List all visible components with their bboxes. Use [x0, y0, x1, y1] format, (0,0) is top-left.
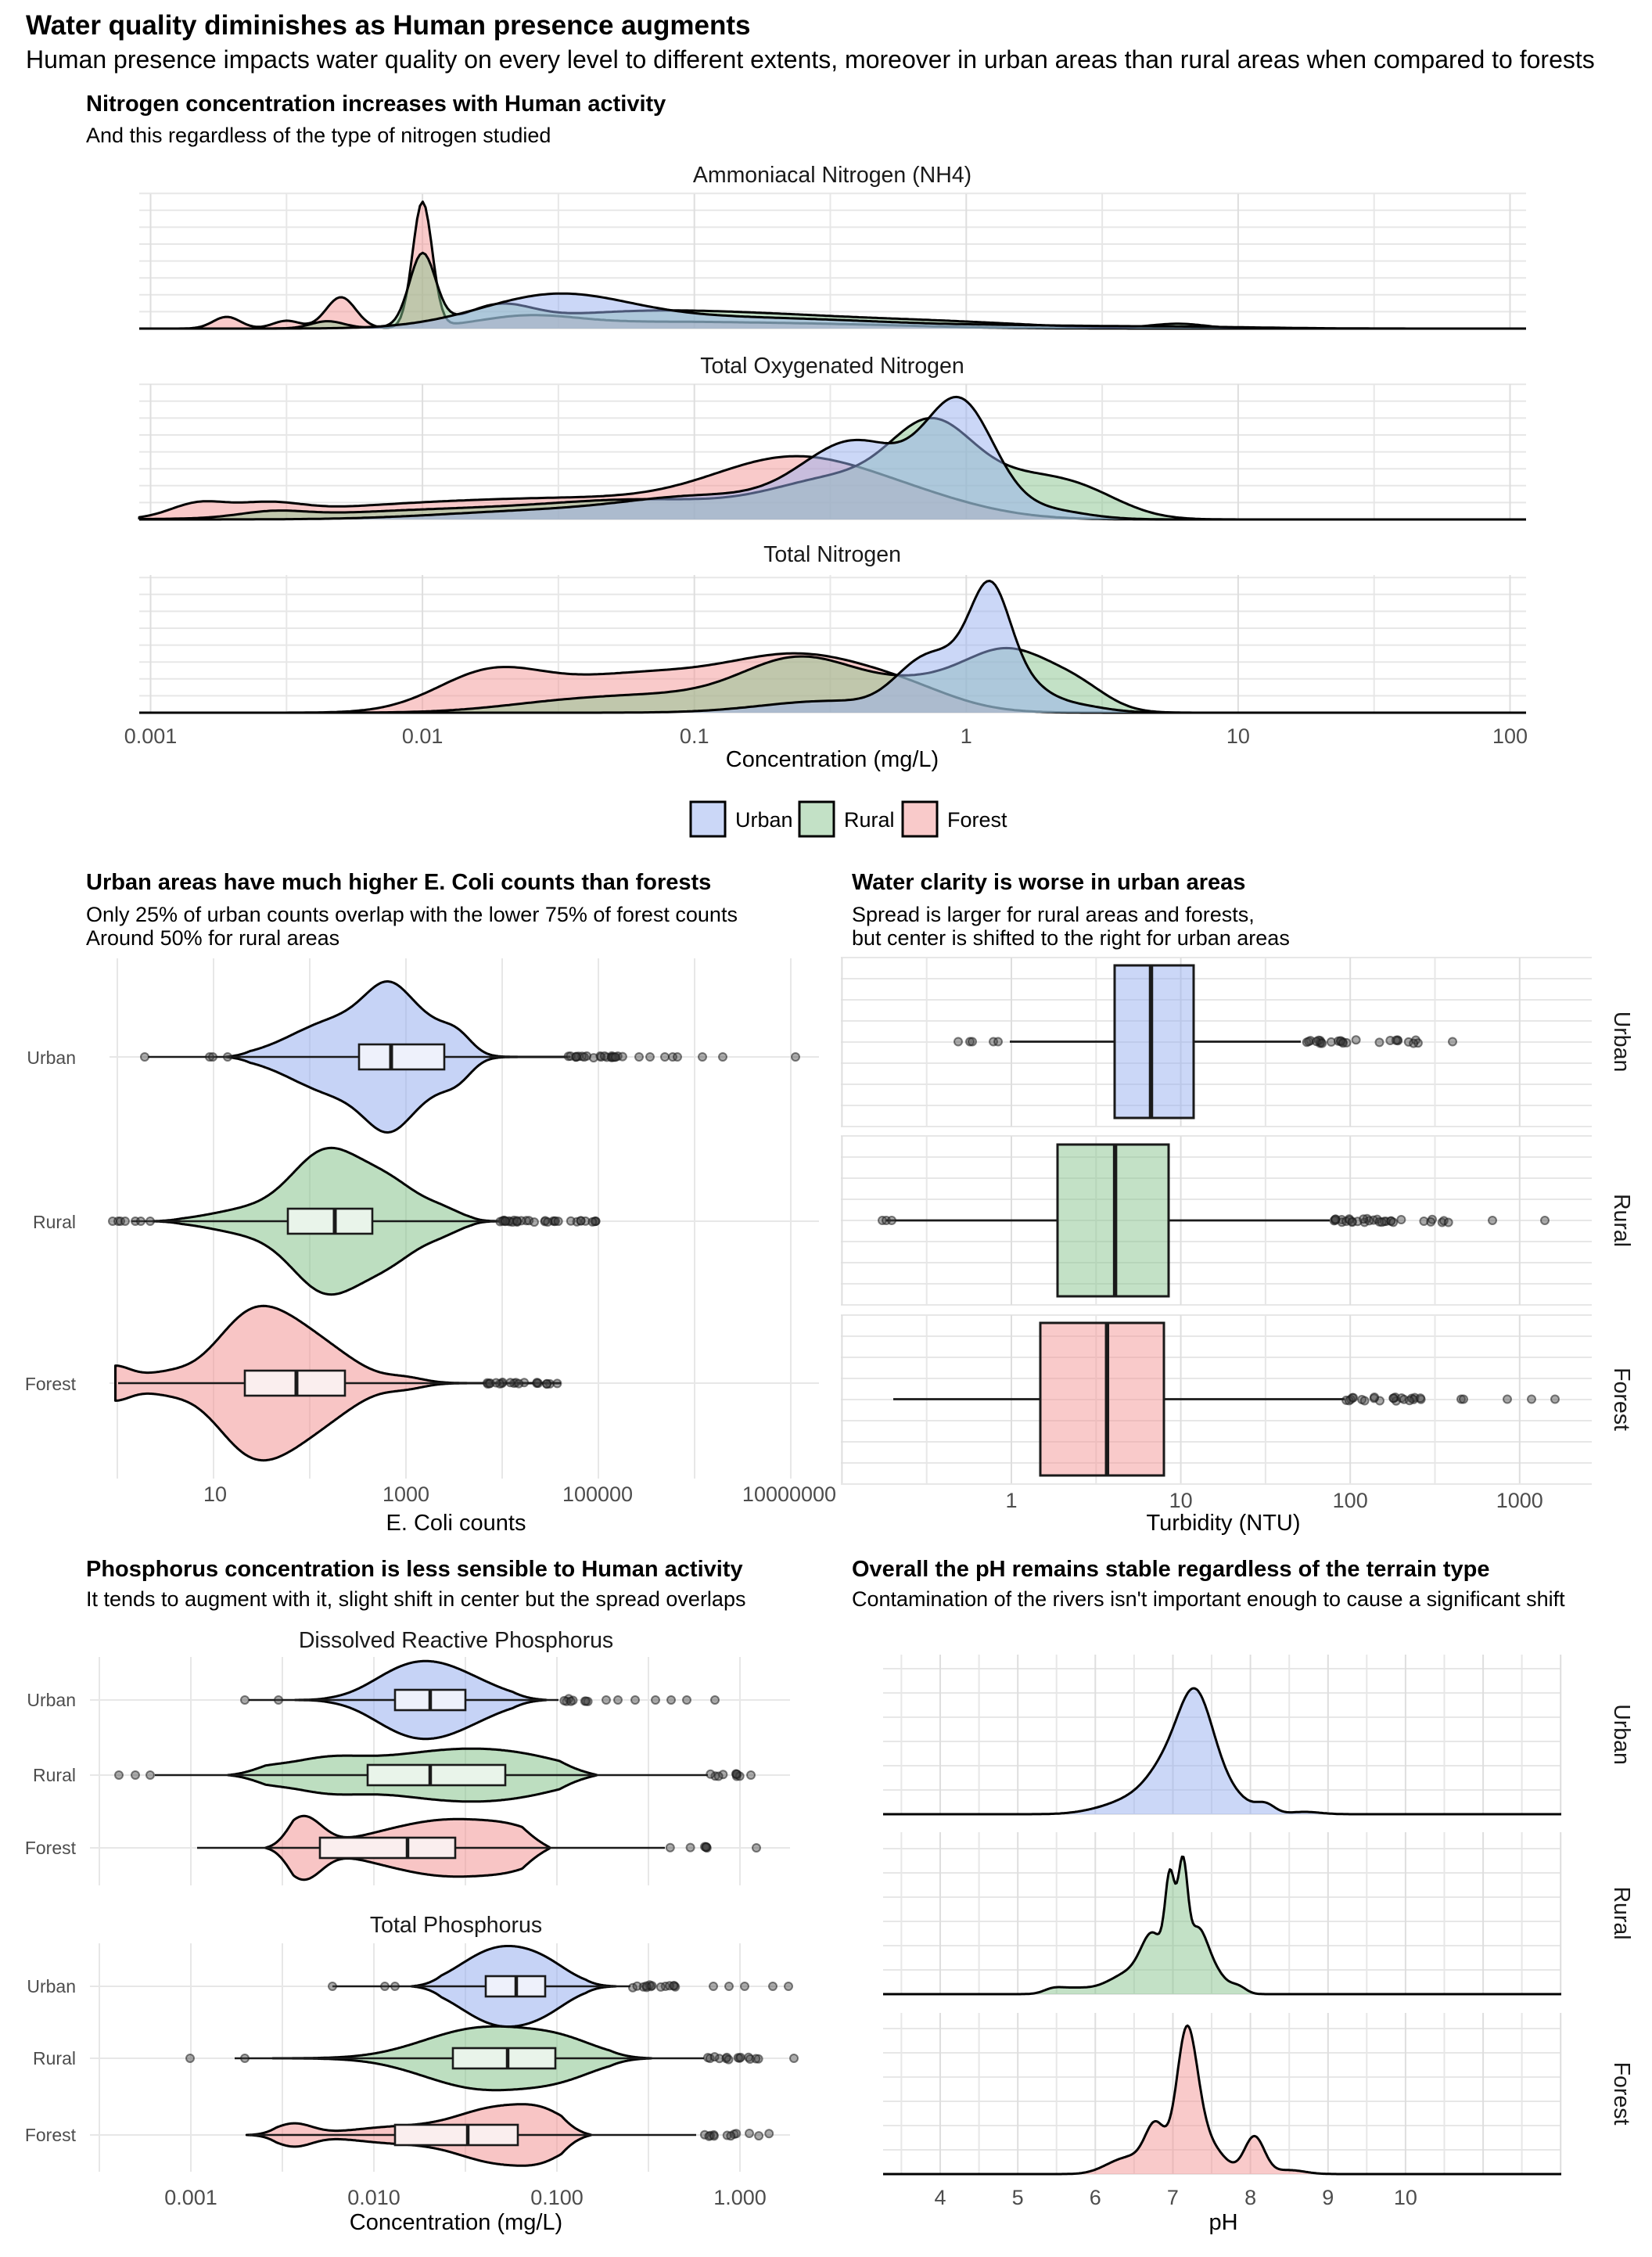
- svg-text:Human presence impacts water q: Human presence impacts water quality on …: [26, 45, 1595, 74]
- svg-text:Forest: Forest: [25, 1374, 77, 1394]
- svg-text:Rural: Rural: [1609, 1886, 1634, 1939]
- svg-text:Concentration (mg/L): Concentration (mg/L): [726, 747, 939, 772]
- svg-text:Forest: Forest: [25, 2125, 77, 2145]
- svg-text:10: 10: [1226, 724, 1250, 748]
- svg-text:Urban: Urban: [735, 808, 793, 832]
- svg-text:4: 4: [934, 2186, 946, 2209]
- svg-text:It tends to augment with it, s: It tends to augment with it, slight shif…: [86, 1587, 745, 1611]
- svg-text:Spread is larger for rural are: Spread is larger for rural areas and for…: [852, 903, 1255, 926]
- svg-text:10000000: 10000000: [742, 1483, 836, 1506]
- svg-text:10: 10: [1169, 1489, 1193, 1512]
- svg-text:1.000: 1.000: [713, 2186, 767, 2209]
- svg-text:Forest: Forest: [25, 1838, 77, 1858]
- svg-text:Dissolved Reactive Phosphorus: Dissolved Reactive Phosphorus: [299, 1628, 613, 1653]
- svg-text:1: 1: [961, 724, 972, 748]
- svg-text:10: 10: [203, 1483, 227, 1506]
- svg-text:7: 7: [1167, 2186, 1179, 2209]
- svg-text:Total Oxygenated Nitrogen: Total Oxygenated Nitrogen: [700, 354, 964, 379]
- svg-text:8: 8: [1244, 2186, 1256, 2209]
- svg-text:And this regardless of the typ: And this regardless of the type of nitro…: [86, 124, 551, 147]
- svg-text:Contamination of the rivers is: Contamination of the rivers isn't import…: [852, 1587, 1565, 1611]
- svg-text:E. Coli counts: E. Coli counts: [386, 1511, 526, 1536]
- svg-text:Ammoniacal Nitrogen (NH4): Ammoniacal Nitrogen (NH4): [693, 163, 971, 188]
- svg-text:Rural: Rural: [1609, 1194, 1634, 1247]
- svg-text:100000: 100000: [562, 1483, 633, 1506]
- svg-text:Urban: Urban: [27, 1048, 76, 1068]
- svg-text:0.100: 0.100: [530, 2186, 584, 2209]
- svg-text:0.1: 0.1: [680, 724, 709, 748]
- svg-text:Urban areas have much higher E: Urban areas have much higher E. Coli cou…: [86, 870, 711, 895]
- svg-text:but center is shifted to the r: but center is shifted to the right for u…: [852, 926, 1290, 950]
- svg-text:Rural: Rural: [33, 2048, 76, 2068]
- svg-text:5: 5: [1012, 2186, 1024, 2209]
- svg-text:100: 100: [1333, 1489, 1368, 1512]
- svg-text:Turbidity (NTU): Turbidity (NTU): [1146, 1511, 1300, 1536]
- svg-text:Rural: Rural: [33, 1212, 76, 1232]
- svg-text:Water quality diminishes as Hu: Water quality diminishes as Human presen…: [26, 10, 750, 41]
- svg-text:Total Phosphorus: Total Phosphorus: [370, 1913, 542, 1938]
- svg-text:6: 6: [1090, 2186, 1101, 2209]
- svg-text:Overall the pH remains stable: Overall the pH remains stable regardless…: [852, 1557, 1490, 1582]
- svg-text:pH: pH: [1208, 2210, 1237, 2235]
- svg-text:Concentration (mg/L): Concentration (mg/L): [350, 2210, 562, 2235]
- svg-text:0.010: 0.010: [347, 2186, 400, 2209]
- svg-text:Urban: Urban: [1609, 1012, 1634, 1073]
- svg-text:Nitrogen concentration increas: Nitrogen concentration increases with Hu…: [86, 92, 666, 117]
- svg-text:Forest: Forest: [1609, 1367, 1634, 1431]
- svg-text:100: 100: [1492, 724, 1528, 748]
- svg-text:0.01: 0.01: [402, 724, 444, 748]
- svg-text:Forest: Forest: [1609, 2062, 1634, 2126]
- svg-text:Urban: Urban: [1609, 1704, 1634, 1765]
- svg-text:1000: 1000: [1496, 1489, 1543, 1512]
- svg-text:9: 9: [1322, 2186, 1334, 2209]
- svg-text:10: 10: [1394, 2186, 1417, 2209]
- svg-text:Phosphorus concentration is le: Phosphorus concentration is less sensibl…: [86, 1557, 743, 1582]
- svg-text:Water clarity is worse in urba: Water clarity is worse in urban areas: [852, 870, 1245, 895]
- svg-text:Urban: Urban: [27, 1690, 76, 1710]
- svg-text:Rural: Rural: [33, 1765, 76, 1785]
- svg-text:Urban: Urban: [27, 1976, 76, 1996]
- svg-text:1: 1: [1005, 1489, 1017, 1512]
- svg-text:1000: 1000: [382, 1483, 429, 1506]
- svg-text:0.001: 0.001: [164, 2186, 217, 2209]
- svg-text:Around 50% for rural areas: Around 50% for rural areas: [86, 926, 339, 950]
- svg-text:Forest: Forest: [947, 808, 1007, 832]
- svg-text:Only 25% of urban counts overl: Only 25% of urban counts overlap with th…: [86, 903, 738, 926]
- svg-text:Total Nitrogen: Total Nitrogen: [763, 542, 901, 567]
- svg-text:Rural: Rural: [844, 808, 895, 832]
- svg-text:0.001: 0.001: [124, 724, 178, 748]
